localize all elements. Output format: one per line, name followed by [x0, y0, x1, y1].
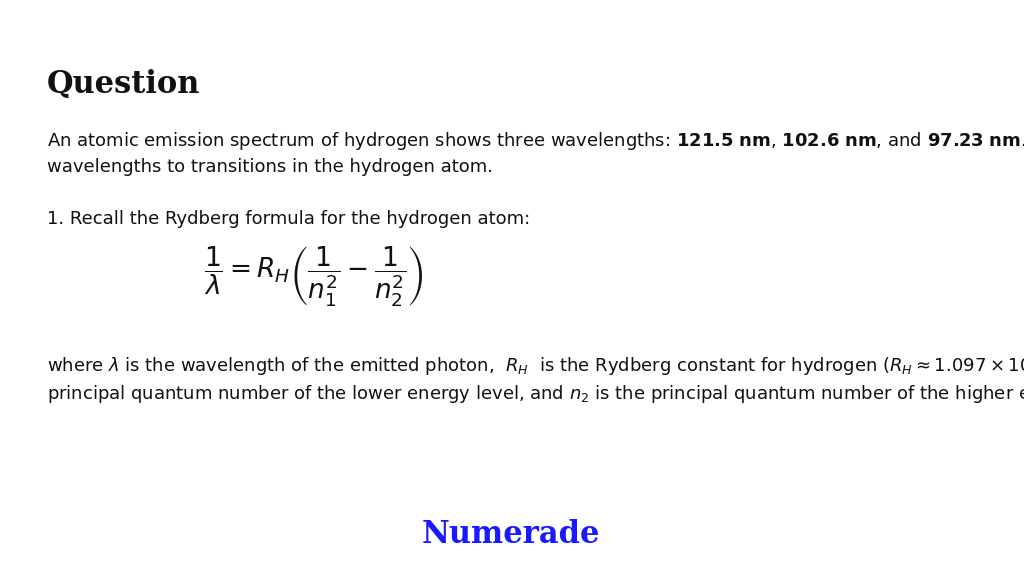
- Text: wavelengths to transitions in the hydrogen atom.: wavelengths to transitions in the hydrog…: [47, 158, 494, 176]
- Text: Numerade: Numerade: [422, 519, 600, 550]
- Text: Question: Question: [47, 69, 201, 100]
- Text: principal quantum number of the lower energy level, and $n_2$ is the principal q: principal quantum number of the lower en…: [47, 383, 1024, 405]
- Text: 1. Recall the Rydberg formula for the hydrogen atom:: 1. Recall the Rydberg formula for the hy…: [47, 210, 530, 228]
- Text: $\dfrac{1}{\lambda} = R_H \left( \dfrac{1}{n_1^2} - \dfrac{1}{n_2^2} \right)$: $\dfrac{1}{\lambda} = R_H \left( \dfrac{…: [205, 244, 424, 309]
- Text: An atomic emission spectrum of hydrogen shows three wavelengths: $\mathbf{121.5}: An atomic emission spectrum of hydrogen …: [47, 130, 1024, 151]
- Text: where $\lambda$ is the wavelength of the emitted photon,  $R_H$  is the Rydberg : where $\lambda$ is the wavelength of the…: [47, 354, 1024, 378]
